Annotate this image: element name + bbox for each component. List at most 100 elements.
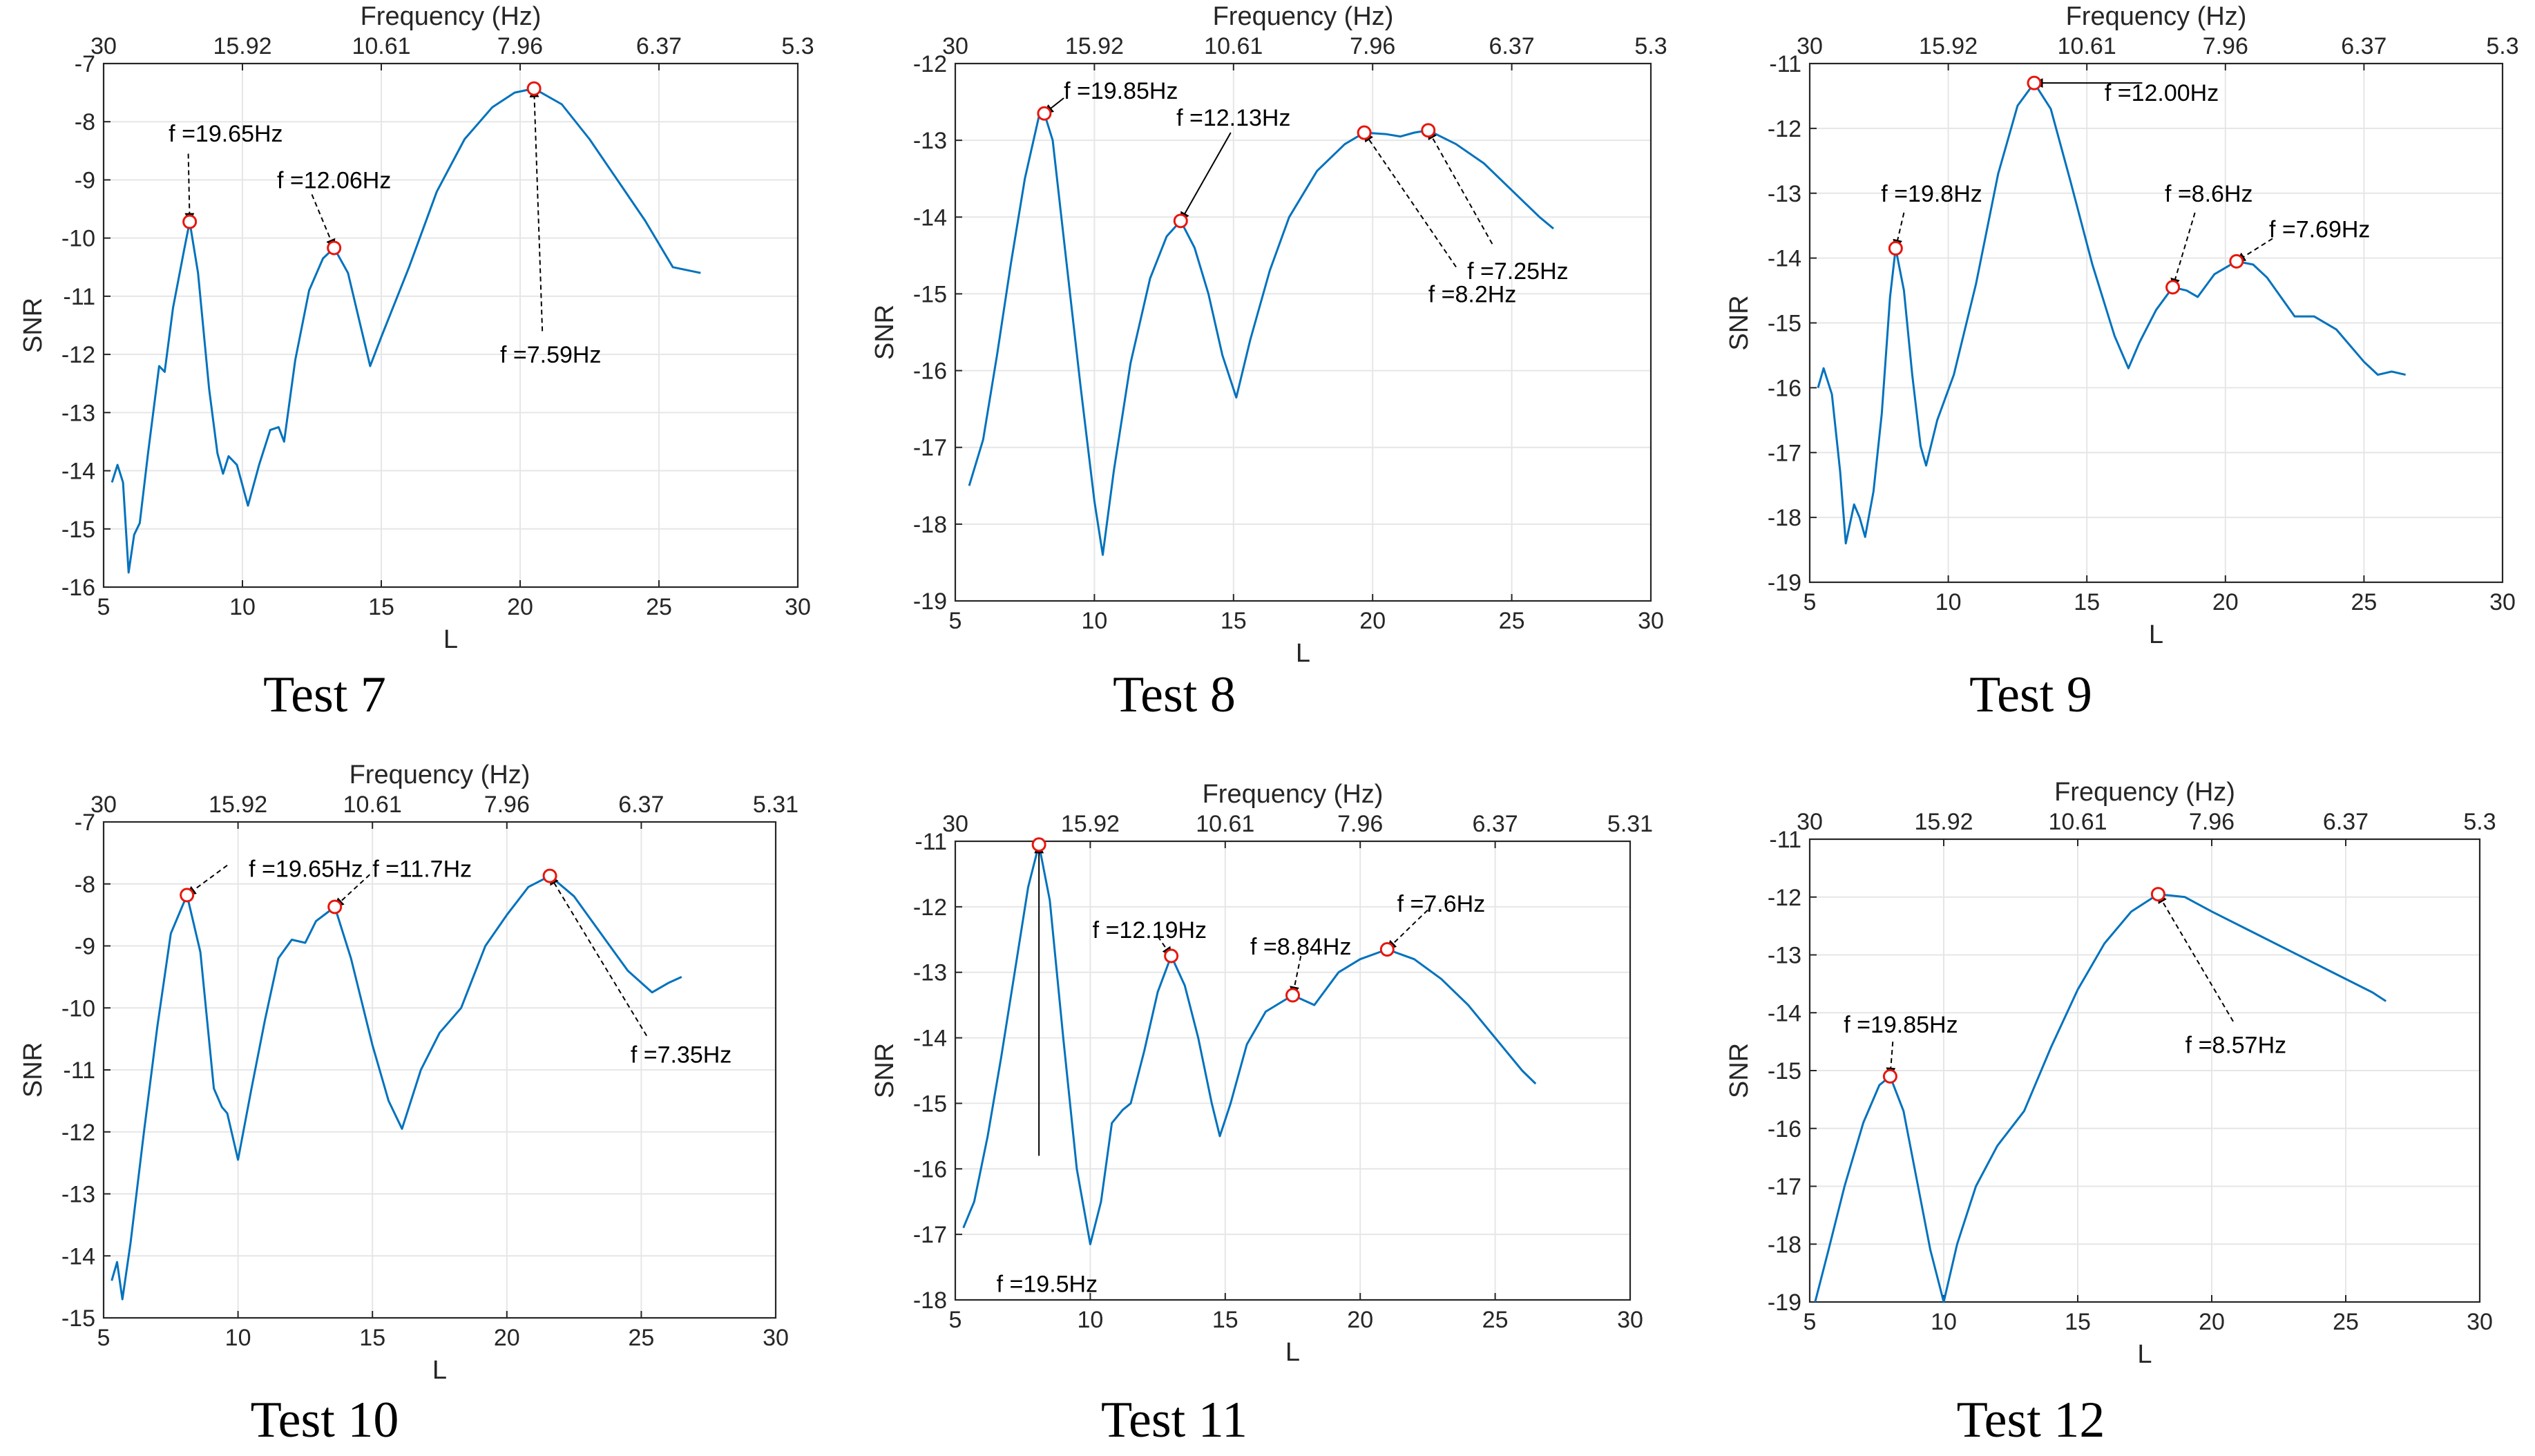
x-tick-label: 25 bbox=[646, 594, 672, 620]
top-tick-label: 10.61 bbox=[352, 33, 410, 59]
plot-area-frame bbox=[954, 62, 1652, 602]
peak-marker bbox=[1357, 125, 1372, 140]
series-line bbox=[968, 112, 1554, 556]
y-tick-label: -18 bbox=[1768, 505, 1801, 531]
y-axis-label: SNR bbox=[1725, 1043, 1754, 1098]
top-tick-label: 30 bbox=[1797, 809, 1823, 835]
top-tick-label: 6.37 bbox=[2323, 809, 2369, 835]
top-tick-label: 5.3 bbox=[2486, 33, 2518, 59]
peak-marker bbox=[526, 81, 542, 96]
annotation-label: f =7.35Hz bbox=[631, 1042, 731, 1069]
annotation-label: f =11.7Hz bbox=[372, 856, 472, 882]
x-tick-label: 5 bbox=[1804, 1309, 1817, 1335]
x-tick-label: 30 bbox=[763, 1325, 789, 1351]
top-tick-label: 7.96 bbox=[1337, 811, 1383, 837]
top-tick-label: 7.96 bbox=[1350, 33, 1395, 59]
annotation-label: f =19.5Hz bbox=[997, 1271, 1098, 1297]
peak-marker bbox=[1285, 988, 1300, 1003]
chart-caption: Test 11 bbox=[1101, 1392, 1247, 1448]
annotation-label: f =12.00Hz bbox=[2105, 80, 2219, 106]
chart-panel: 5 10 15 20 25 30 30 15.92 10.61 7.96 6.37 5.3 -19 -18… bbox=[1725, 2, 2519, 723]
peak-marker bbox=[1164, 948, 1179, 964]
annotation-arrow bbox=[2157, 893, 2234, 1022]
y-tick-label: -13 bbox=[1768, 943, 1801, 969]
y-tick-label: -14 bbox=[1768, 246, 1801, 272]
y-axis-label: SNR bbox=[19, 298, 48, 353]
peak-marker bbox=[327, 899, 343, 914]
annotation-arrow bbox=[1893, 212, 1905, 249]
y-tick-label: -12 bbox=[61, 1120, 95, 1146]
x-tick-label: 25 bbox=[1499, 608, 1525, 634]
annotation-label: f =8.84Hz bbox=[1250, 934, 1351, 960]
top-tick-label: 30 bbox=[942, 811, 968, 837]
top-tick-label: 5.3 bbox=[2463, 809, 2496, 835]
annotation-arrow bbox=[311, 194, 336, 249]
y-tick-label: -12 bbox=[913, 894, 947, 921]
y-tick-label: -17 bbox=[913, 435, 947, 461]
chart-caption: Test 7 bbox=[263, 667, 386, 723]
y-tick-label: -9 bbox=[75, 167, 95, 193]
annotation-arrow bbox=[186, 865, 228, 896]
top-tick-label: 7.96 bbox=[2189, 809, 2235, 835]
y-axis-label: SNR bbox=[19, 1042, 48, 1098]
y-tick-label: -11 bbox=[63, 284, 95, 310]
x-tick-label: 10 bbox=[1935, 589, 1962, 615]
top-tick-label: 7.96 bbox=[497, 33, 543, 59]
y-tick-label: -13 bbox=[913, 128, 947, 154]
top-tick-label: 10.61 bbox=[2058, 33, 2116, 59]
y-tick-label: -19 bbox=[913, 588, 947, 615]
x-tick-label: 5 bbox=[1804, 589, 1817, 615]
x-tick-label: 10 bbox=[1077, 1307, 1103, 1333]
x-tick-label: 5 bbox=[97, 1325, 111, 1351]
chart-caption: Test 9 bbox=[1969, 667, 2092, 723]
y-tick-label: -16 bbox=[1768, 375, 1801, 401]
top-tick-label: 15.92 bbox=[1919, 33, 1978, 59]
y-tick-label: -15 bbox=[1768, 1058, 1801, 1084]
y-tick-label: -13 bbox=[913, 960, 947, 986]
peak-marker bbox=[2150, 887, 2165, 902]
chart-panel: 5 10 15 20 25 30 30 15.92 10.61 7.96 6.37 5.31 -18 -1… bbox=[870, 780, 1653, 1448]
chart-panel: 5 10 15 20 25 30 30 15.92 10.61 7.96 6.37 5.3 -19 -18… bbox=[1725, 778, 2496, 1448]
y-tick-label: -17 bbox=[913, 1222, 947, 1248]
x-tick-label: 10 bbox=[225, 1325, 251, 1351]
x-tick-label: 15 bbox=[359, 1325, 385, 1351]
annotation-arrow bbox=[1180, 132, 1232, 222]
top-tick-label: 30 bbox=[90, 792, 117, 818]
chart-panel: 5 10 15 20 25 30 30 15.92 10.61 7.96 6.37 5.31 -15 -1… bbox=[19, 760, 798, 1448]
y-tick-label: -9 bbox=[75, 934, 95, 960]
y-tick-label: -10 bbox=[61, 995, 95, 1022]
top-tick-label: 10.61 bbox=[1204, 33, 1263, 59]
peak-marker bbox=[2027, 75, 2042, 90]
series-line bbox=[111, 87, 701, 574]
annotation-arrow bbox=[1386, 909, 1428, 950]
x-tick-label: 25 bbox=[1482, 1307, 1509, 1333]
x-tick-label: 15 bbox=[1212, 1307, 1238, 1333]
y-tick-label: -18 bbox=[913, 512, 947, 538]
top-tick-label: 15.92 bbox=[1914, 809, 1973, 835]
top-tick-label: 30 bbox=[942, 33, 968, 59]
top-axis-label: Frequency (Hz) bbox=[2066, 2, 2247, 31]
y-tick-label: -13 bbox=[1768, 181, 1801, 207]
annotation-label: f =19.65Hz bbox=[169, 121, 283, 147]
y-tick-label: -11 bbox=[1769, 51, 1801, 77]
top-tick-label: 10.61 bbox=[343, 792, 402, 818]
x-tick-label: 15 bbox=[2065, 1309, 2091, 1335]
top-axis-label: Frequency (Hz) bbox=[1203, 780, 1384, 809]
peak-marker bbox=[1031, 837, 1046, 852]
annotation-label: f =7.25Hz bbox=[1467, 258, 1568, 285]
x-tick-label: 5 bbox=[949, 608, 962, 634]
x-tick-label: 30 bbox=[1617, 1307, 1643, 1333]
y-tick-label: -8 bbox=[75, 109, 95, 135]
top-tick-label: 5.31 bbox=[753, 792, 798, 818]
annotation-label: f =19.8Hz bbox=[1881, 181, 1982, 207]
peak-marker bbox=[1379, 942, 1395, 957]
y-tick-label: -18 bbox=[913, 1287, 947, 1314]
y-tick-label: -8 bbox=[75, 872, 95, 898]
y-tick-label: -14 bbox=[913, 1026, 947, 1052]
annotation-label: f =7.6Hz bbox=[1397, 891, 1486, 917]
y-tick-label: -15 bbox=[1768, 311, 1801, 337]
peak-marker bbox=[1037, 106, 1052, 121]
x-tick-label: 5 bbox=[949, 1307, 962, 1333]
x-axis-label: L bbox=[2137, 1340, 2152, 1369]
top-tick-label: 6.37 bbox=[2341, 33, 2386, 59]
